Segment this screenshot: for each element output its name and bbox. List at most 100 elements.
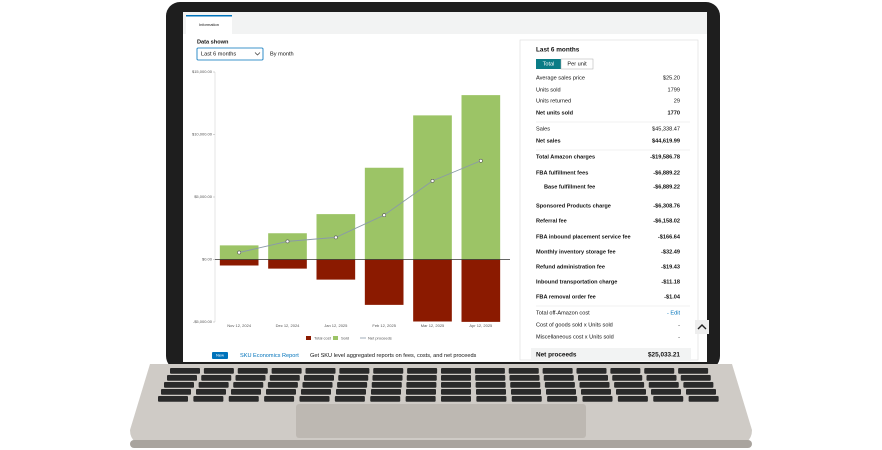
point bbox=[478, 158, 483, 163]
key bbox=[475, 375, 506, 381]
summary-title: Last 6 months bbox=[536, 47, 580, 54]
period-option[interactable]: By month bbox=[270, 51, 294, 57]
period-select[interactable] bbox=[196, 47, 264, 61]
toggle-total[interactable] bbox=[536, 59, 561, 69]
new-badge bbox=[212, 352, 228, 359]
key bbox=[406, 389, 436, 395]
row-label: Inbound transportation charge bbox=[536, 279, 617, 285]
key bbox=[271, 368, 302, 374]
key bbox=[337, 382, 368, 388]
key bbox=[475, 382, 506, 388]
row-label: Sponsored Products charge bbox=[536, 203, 611, 209]
report-link[interactable]: SKU Economics Report bbox=[240, 353, 299, 359]
row-label: Miscellaneous cost x Units sold bbox=[536, 334, 614, 340]
row-label: Total Amazon charges bbox=[536, 154, 595, 160]
key bbox=[581, 389, 611, 395]
key bbox=[338, 375, 369, 381]
key bbox=[334, 396, 365, 402]
x-tick-label: Mar 12, 2025 bbox=[421, 323, 445, 328]
key bbox=[372, 375, 403, 381]
key bbox=[476, 396, 507, 402]
key bbox=[305, 368, 336, 374]
row-label: Units returned bbox=[536, 98, 571, 104]
scroll-top[interactable] bbox=[695, 320, 709, 334]
row-value: -$32.49 bbox=[661, 249, 680, 255]
key bbox=[235, 375, 266, 381]
net-label: Net proceeds bbox=[536, 352, 577, 359]
key bbox=[617, 396, 648, 402]
key bbox=[441, 368, 471, 374]
scroll-top-icon bbox=[697, 324, 707, 330]
key bbox=[511, 396, 542, 402]
legend-swatch bbox=[306, 336, 311, 340]
key bbox=[406, 382, 437, 388]
key bbox=[193, 396, 224, 402]
y-tick-label: $5,000.00 bbox=[194, 194, 213, 199]
row-value: - bbox=[678, 334, 680, 340]
tab[interactable] bbox=[186, 15, 232, 34]
key bbox=[301, 389, 331, 395]
key bbox=[170, 368, 200, 374]
key bbox=[678, 368, 709, 374]
row-value: 1770 bbox=[668, 110, 680, 116]
toggle-label: Per unit bbox=[567, 61, 587, 67]
key bbox=[267, 382, 298, 388]
key bbox=[161, 389, 191, 395]
key bbox=[578, 375, 608, 381]
key bbox=[269, 375, 300, 381]
x-tick-label: Apr 12, 2025 bbox=[469, 323, 493, 328]
net-value: $25,033.21 bbox=[648, 352, 680, 359]
key bbox=[544, 382, 575, 388]
row-value: -$6,158.02 bbox=[653, 218, 680, 224]
key bbox=[228, 396, 259, 402]
key bbox=[644, 368, 675, 374]
row-label: Units sold bbox=[536, 87, 561, 93]
row-label: Monthly inventory storage fee bbox=[536, 249, 616, 255]
legend-swatch bbox=[333, 336, 338, 340]
y-tick-label: $10,000.00 bbox=[192, 132, 213, 137]
row-label: Net units sold bbox=[536, 110, 574, 116]
key bbox=[407, 368, 438, 374]
line bbox=[239, 160, 482, 253]
select-caret bbox=[254, 52, 261, 56]
row-label: FBA inbound placement service fee bbox=[536, 234, 631, 240]
bar bbox=[268, 233, 307, 260]
toggle-per-unit[interactable] bbox=[560, 58, 594, 70]
tab-bar bbox=[183, 12, 707, 34]
key bbox=[441, 382, 471, 388]
bar bbox=[268, 259, 307, 269]
key bbox=[164, 382, 194, 388]
key bbox=[237, 368, 268, 374]
period-select-text: Last 6 months bbox=[201, 51, 236, 57]
row-value: $44,619.99 bbox=[652, 138, 680, 144]
row-label: Net sales bbox=[536, 138, 561, 144]
key bbox=[646, 375, 677, 381]
key bbox=[511, 389, 541, 395]
key bbox=[441, 396, 471, 402]
row-label: Base fulfillment fee bbox=[544, 184, 595, 190]
report-text: Get SKU level aggregated reports on fees… bbox=[310, 353, 477, 359]
key bbox=[476, 389, 506, 395]
key bbox=[441, 389, 471, 395]
row-value: -$6,308.76 bbox=[653, 203, 680, 209]
key bbox=[231, 389, 261, 395]
bar bbox=[461, 95, 501, 260]
key bbox=[612, 375, 643, 381]
key bbox=[405, 396, 436, 402]
controls-label: Data shown bbox=[197, 39, 229, 45]
row-value: $45,338.47 bbox=[652, 126, 680, 132]
key bbox=[683, 382, 714, 388]
key bbox=[339, 368, 370, 374]
legend-label: Net proceeds bbox=[368, 335, 392, 340]
legend-label: Total cost bbox=[314, 335, 332, 340]
key bbox=[616, 389, 646, 395]
row-value: -$19.43 bbox=[661, 264, 680, 270]
key bbox=[371, 382, 402, 388]
row-label: FBA fulfillment fees bbox=[536, 170, 588, 176]
key bbox=[579, 382, 610, 388]
point bbox=[285, 239, 290, 244]
row-value: -$11.18 bbox=[661, 279, 680, 285]
key bbox=[158, 396, 188, 402]
row-value: - bbox=[678, 322, 680, 328]
key bbox=[406, 375, 437, 381]
